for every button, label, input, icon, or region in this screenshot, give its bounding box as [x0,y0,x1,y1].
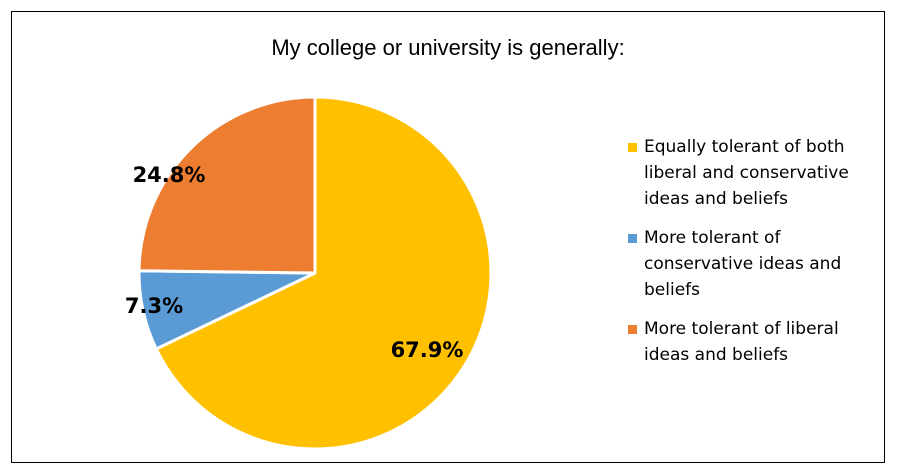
legend-label-equally-tolerant: Equally tolerant of both liberal and con… [644,137,849,209]
legend-item-liberal: More tolerant of liberal ideas and belie… [628,316,884,368]
slice-label-liberal: 24.8% [133,163,206,187]
slice-label-conservative: 7.3% [125,294,183,318]
legend-item-equally-tolerant: Equally tolerant of both liberal and con… [628,134,884,212]
legend-swatch-liberal [628,325,637,334]
legend-label-conservative: More tolerant of conservative ideas and … [644,228,842,300]
legend-swatch-equally-tolerant [628,143,637,152]
chart-frame: My college or university is generally: 6… [11,11,885,463]
slice-label-equally-tolerant: 67.9% [391,338,464,362]
legend-label-liberal: More tolerant of liberal ideas and belie… [644,319,839,365]
legend-swatch-conservative [628,234,637,243]
pie-chart: 67.9% 7.3% 24.8% [125,95,493,451]
pie-slice-equally-tolerant [154,95,493,451]
legend-item-conservative: More tolerant of conservative ideas and … [628,225,884,303]
chart-title: My college or university is generally: [271,35,625,60]
pie-slice-liberal [137,95,317,275]
legend: Equally tolerant of both liberal and con… [628,134,884,381]
